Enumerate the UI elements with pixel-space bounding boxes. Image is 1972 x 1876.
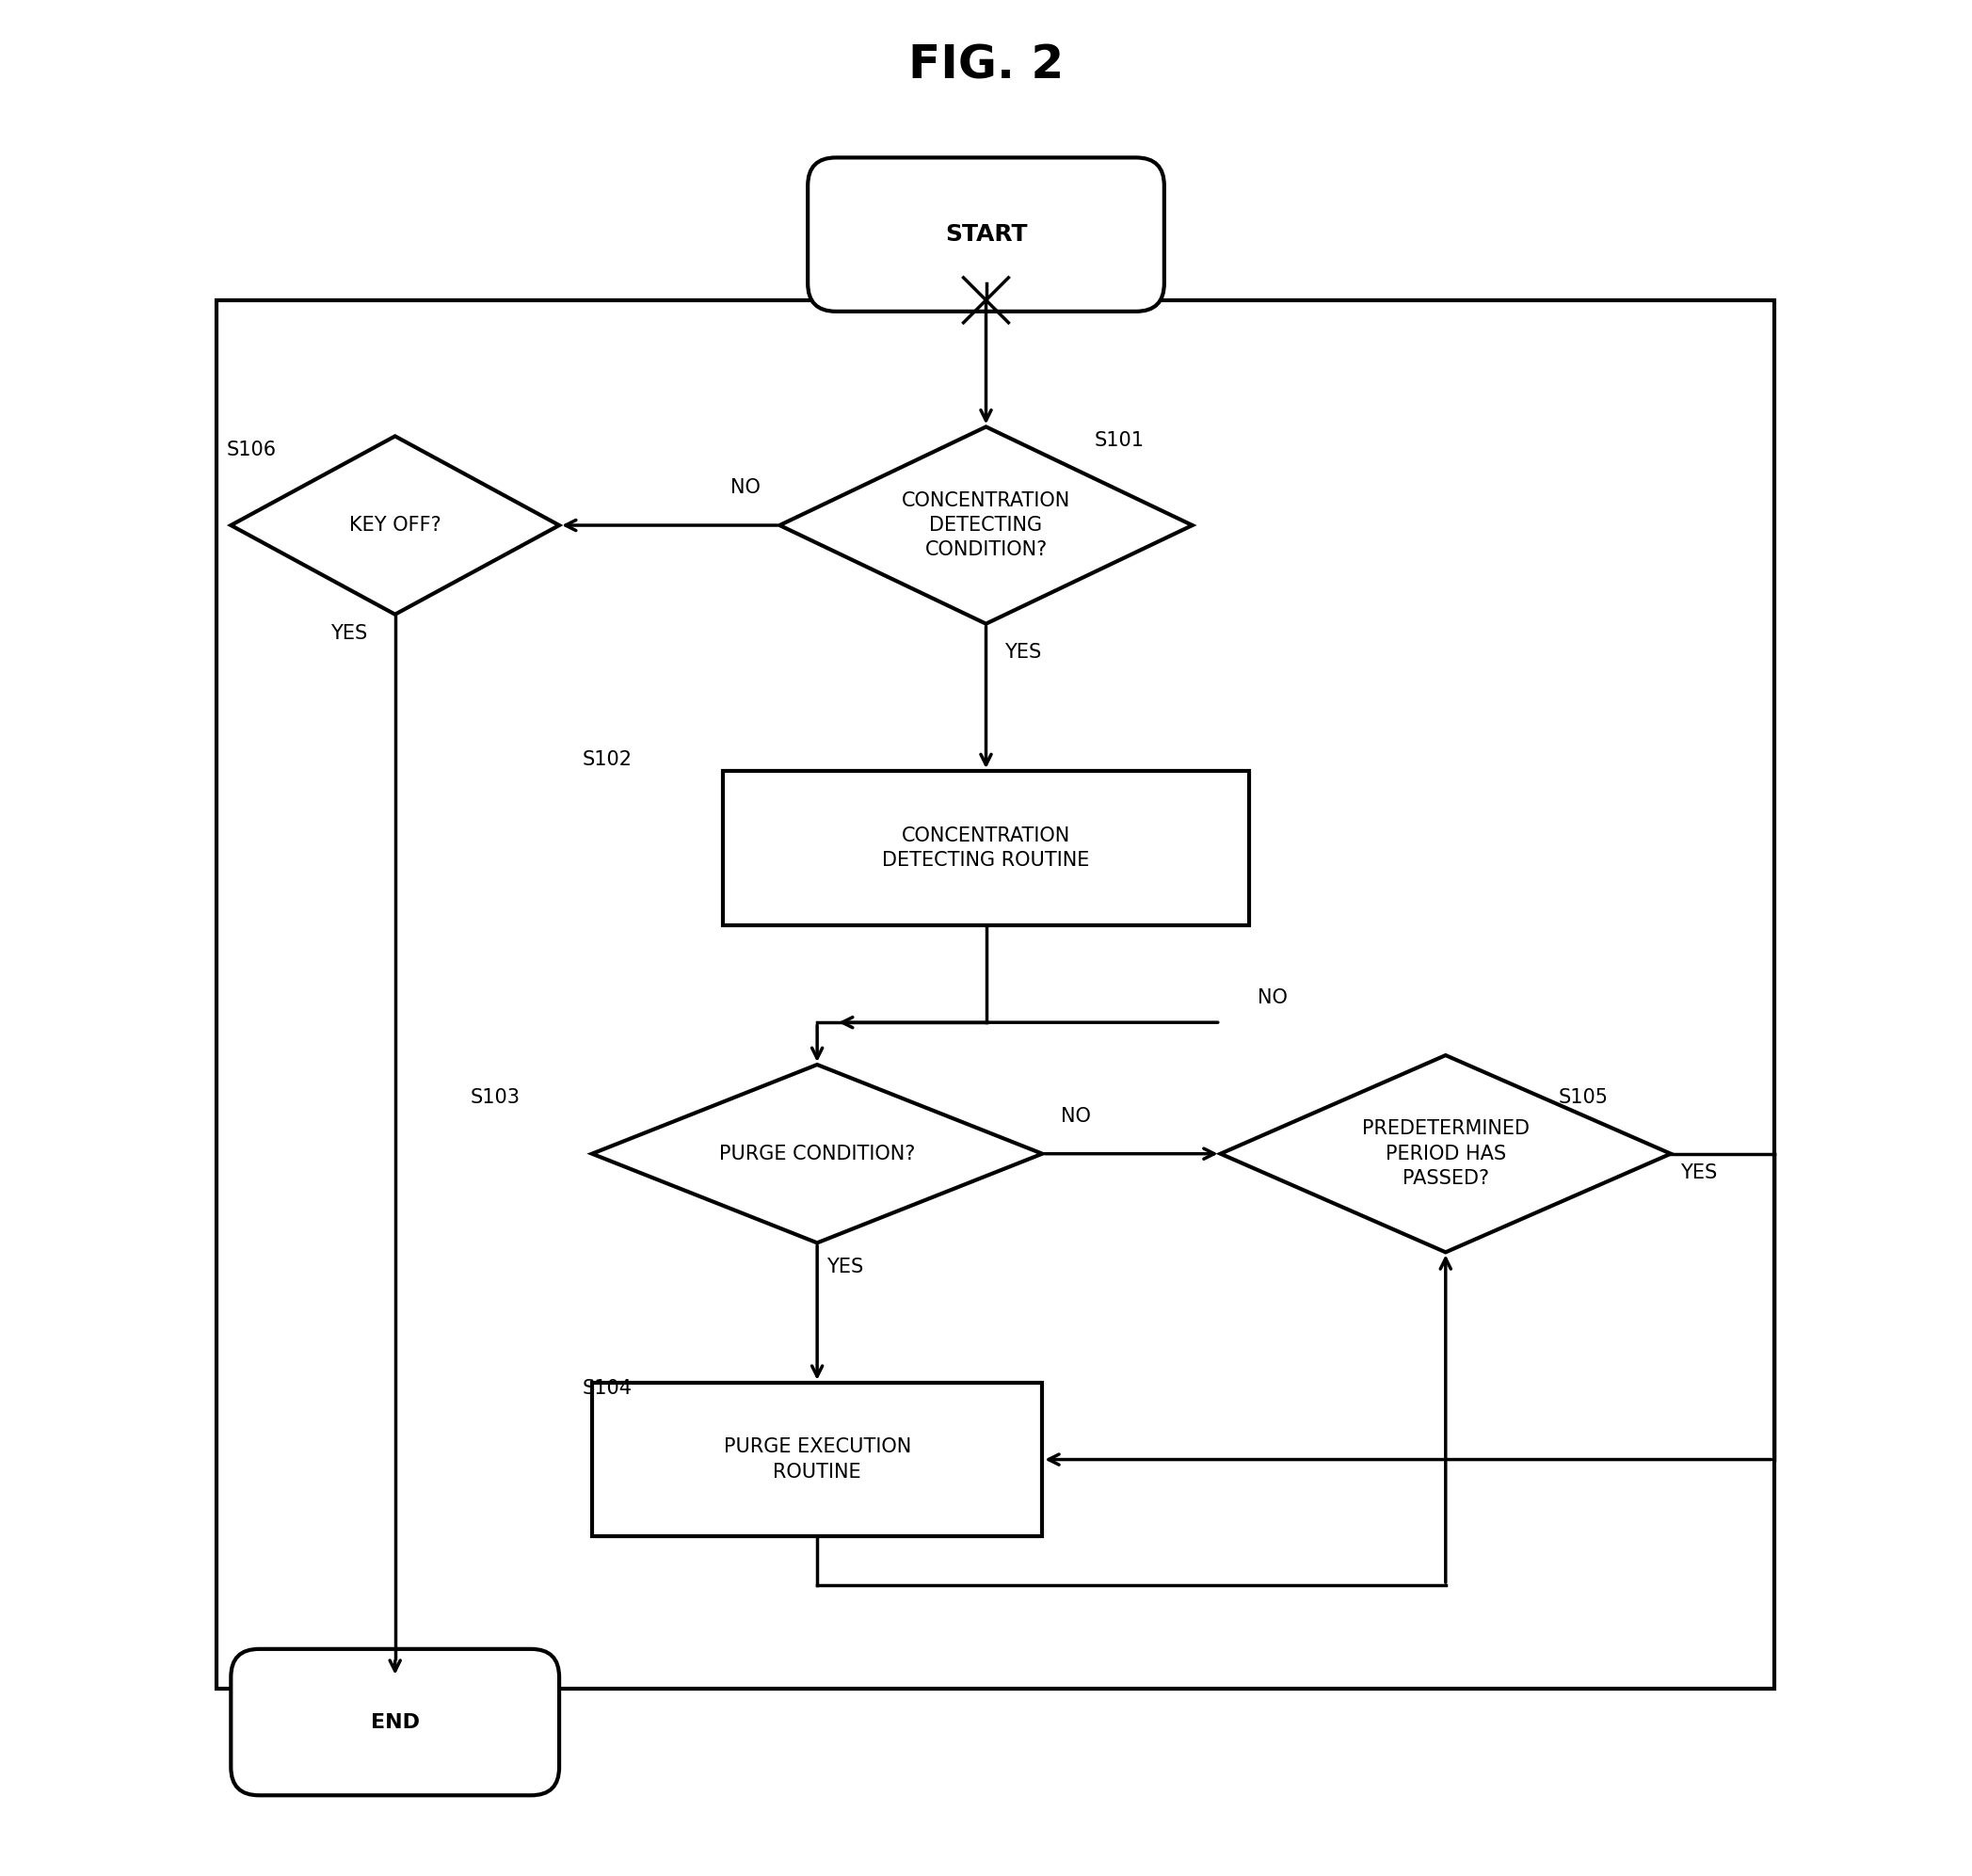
Text: CONCENTRATION
DETECTING
CONDITION?: CONCENTRATION DETECTING CONDITION? bbox=[901, 492, 1071, 559]
FancyBboxPatch shape bbox=[724, 771, 1248, 925]
Text: END: END bbox=[371, 1713, 420, 1732]
Polygon shape bbox=[1221, 1054, 1670, 1253]
Polygon shape bbox=[592, 1066, 1043, 1242]
Text: NO: NO bbox=[1258, 989, 1288, 1007]
Text: START: START bbox=[945, 223, 1027, 246]
Text: PURGE CONDITION?: PURGE CONDITION? bbox=[720, 1144, 915, 1163]
Text: YES: YES bbox=[329, 625, 367, 643]
Text: S106: S106 bbox=[227, 441, 276, 460]
Text: S101: S101 bbox=[1094, 431, 1144, 450]
Text: CONCENTRATION
DETECTING ROUTINE: CONCENTRATION DETECTING ROUTINE bbox=[881, 825, 1091, 870]
Polygon shape bbox=[779, 428, 1193, 625]
Text: PURGE EXECUTION
ROUTINE: PURGE EXECUTION ROUTINE bbox=[724, 1437, 911, 1482]
Text: FIG. 2: FIG. 2 bbox=[909, 43, 1063, 88]
Text: KEY OFF?: KEY OFF? bbox=[349, 516, 442, 535]
Text: YES: YES bbox=[1006, 642, 1041, 662]
Text: YES: YES bbox=[826, 1257, 864, 1278]
Polygon shape bbox=[231, 437, 560, 615]
Text: PREDETERMINED
PERIOD HAS
PASSED?: PREDETERMINED PERIOD HAS PASSED? bbox=[1363, 1120, 1530, 1188]
Text: YES: YES bbox=[1680, 1163, 1718, 1182]
Text: S103: S103 bbox=[469, 1088, 521, 1107]
FancyBboxPatch shape bbox=[592, 1383, 1043, 1536]
FancyBboxPatch shape bbox=[809, 158, 1163, 311]
Text: S102: S102 bbox=[582, 750, 633, 769]
Text: S104: S104 bbox=[582, 1379, 633, 1398]
FancyBboxPatch shape bbox=[231, 1649, 560, 1795]
Text: NO: NO bbox=[732, 478, 761, 497]
Text: NO: NO bbox=[1061, 1107, 1091, 1126]
Text: S105: S105 bbox=[1558, 1088, 1607, 1107]
